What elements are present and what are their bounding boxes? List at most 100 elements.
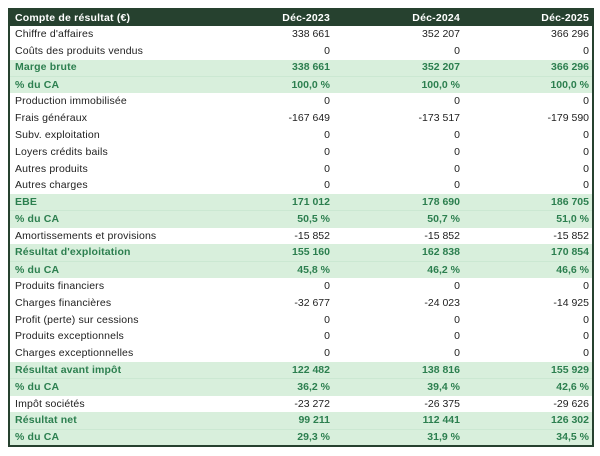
table-row: Impôt sociétés -23 272 -26 375 -29 626 (9, 395, 593, 413)
row-value: 0 (203, 328, 333, 346)
row-value: 366 296 (463, 26, 593, 43)
table-row: Résultat net 99 211 112 441 126 302 (9, 412, 593, 430)
row-value: 0 (203, 126, 333, 144)
row-label: Coûts des produits vendus (9, 42, 203, 60)
row-value: -167 649 (203, 109, 333, 127)
row-value: 186 705 (463, 193, 593, 211)
row-label: EBE (9, 193, 203, 211)
row-label: % du CA (9, 378, 203, 396)
row-value: 0 (203, 160, 333, 178)
row-value: 0 (463, 42, 593, 60)
row-value: 0 (333, 160, 463, 178)
row-value: 45,8 % (203, 260, 333, 278)
row-label: Amortissements et provisions (9, 227, 203, 245)
table-row: Résultat d'exploitation 155 160 162 838 … (9, 244, 593, 262)
row-value: 0 (333, 328, 463, 346)
row-value: 99 211 (203, 412, 333, 430)
row-value: 0 (463, 93, 593, 110)
row-label: Frais généraux (9, 109, 203, 127)
row-value: 0 (463, 328, 593, 346)
row-value: 0 (203, 93, 333, 110)
table-row: Produits exceptionnels 0 0 0 (9, 328, 593, 346)
row-value: 46,2 % (333, 260, 463, 278)
row-label: Loyers crédits bails (9, 143, 203, 161)
column-header-dec-2025: Déc-2025 (463, 9, 593, 26)
row-value: -179 590 (463, 109, 593, 127)
table-row: EBE 171 012 178 690 186 705 (9, 193, 593, 211)
row-label: % du CA (9, 260, 203, 278)
table-row: Produits financiers 0 0 0 (9, 277, 593, 295)
row-value: 0 (203, 345, 333, 362)
row-value: 0 (333, 143, 463, 161)
table-row: % du CA 45,8 % 46,2 % 46,6 % (9, 260, 593, 278)
row-value: 122 482 (203, 361, 333, 379)
table-row: Frais généraux -167 649 -173 517 -179 59… (9, 109, 593, 127)
row-value: 36,2 % (203, 378, 333, 396)
row-value: 0 (203, 311, 333, 329)
table-row: % du CA 29,3 % 31,9 % 34,5 % (9, 428, 593, 446)
row-value: 34,5 % (463, 428, 593, 446)
row-value: 170 854 (463, 244, 593, 262)
row-value: 0 (463, 277, 593, 295)
header-row: Compte de résultat (€) Déc-2023 Déc-2024… (9, 9, 593, 26)
row-value: -173 517 (333, 109, 463, 127)
table-row: % du CA 100,0 % 100,0 % 100,0 % (9, 75, 593, 94)
row-value: 51,0 % (463, 210, 593, 228)
row-label: Résultat d'exploitation (9, 244, 203, 262)
row-value: -29 626 (463, 395, 593, 413)
row-label: Résultat avant impôt (9, 361, 203, 379)
row-label: Marge brute (9, 59, 203, 77)
row-value: 0 (333, 126, 463, 144)
row-value: 0 (463, 126, 593, 144)
row-value: 352 207 (333, 59, 463, 77)
table-row: Résultat avant impôt 122 482 138 816 155… (9, 361, 593, 379)
table-row: % du CA 36,2 % 39,4 % 42,6 % (9, 378, 593, 396)
row-value: 366 296 (463, 59, 593, 77)
row-label: Production immobilisée (9, 93, 203, 110)
table-row: Profit (perte) sur cessions 0 0 0 (9, 311, 593, 329)
row-value: 112 441 (333, 412, 463, 430)
row-value: 50,5 % (203, 210, 333, 228)
row-label: Autres produits (9, 160, 203, 178)
table-row: Charges financières -32 677 -24 023 -14 … (9, 294, 593, 312)
row-value: 0 (203, 42, 333, 60)
row-value: 0 (463, 345, 593, 362)
row-value: 155 929 (463, 361, 593, 379)
row-label: Autres charges (9, 177, 203, 194)
row-value: 100,0 % (203, 75, 333, 94)
row-value: 0 (333, 277, 463, 295)
row-value: 0 (203, 277, 333, 295)
row-value: 50,7 % (333, 210, 463, 228)
row-label: % du CA (9, 75, 203, 94)
table-row: Marge brute 338 661 352 207 366 296 (9, 59, 593, 77)
table-row: Subv. exploitation 0 0 0 (9, 126, 593, 144)
table-row: Charges exceptionnelles 0 0 0 (9, 345, 593, 362)
row-value: -23 272 (203, 395, 333, 413)
row-label: Profit (perte) sur cessions (9, 311, 203, 329)
row-label: % du CA (9, 428, 203, 446)
table-title: Compte de résultat (€) (9, 9, 203, 26)
row-value: -32 677 (203, 294, 333, 312)
row-value: -15 852 (203, 227, 333, 245)
table-row: Amortissements et provisions -15 852 -15… (9, 227, 593, 245)
row-value: 178 690 (333, 193, 463, 211)
row-label: Produits exceptionnels (9, 328, 203, 346)
row-value: 0 (333, 42, 463, 60)
row-value: -14 925 (463, 294, 593, 312)
row-value: -15 852 (333, 227, 463, 245)
row-value: 162 838 (333, 244, 463, 262)
column-header-dec-2023: Déc-2023 (203, 9, 333, 26)
row-label: Subv. exploitation (9, 126, 203, 144)
row-value: 0 (203, 177, 333, 194)
table-row: Chiffre d'affaires 338 661 352 207 366 2… (9, 26, 593, 43)
row-value: 338 661 (203, 26, 333, 43)
row-value: 126 302 (463, 412, 593, 430)
row-value: 138 816 (333, 361, 463, 379)
row-value: 0 (463, 177, 593, 194)
row-value: 0 (203, 143, 333, 161)
table-row: % du CA 50,5 % 50,7 % 51,0 % (9, 210, 593, 228)
row-value: 100,0 % (463, 75, 593, 94)
row-value: 171 012 (203, 193, 333, 211)
table-row: Autres charges 0 0 0 (9, 177, 593, 194)
table-row: Production immobilisée 0 0 0 (9, 93, 593, 110)
